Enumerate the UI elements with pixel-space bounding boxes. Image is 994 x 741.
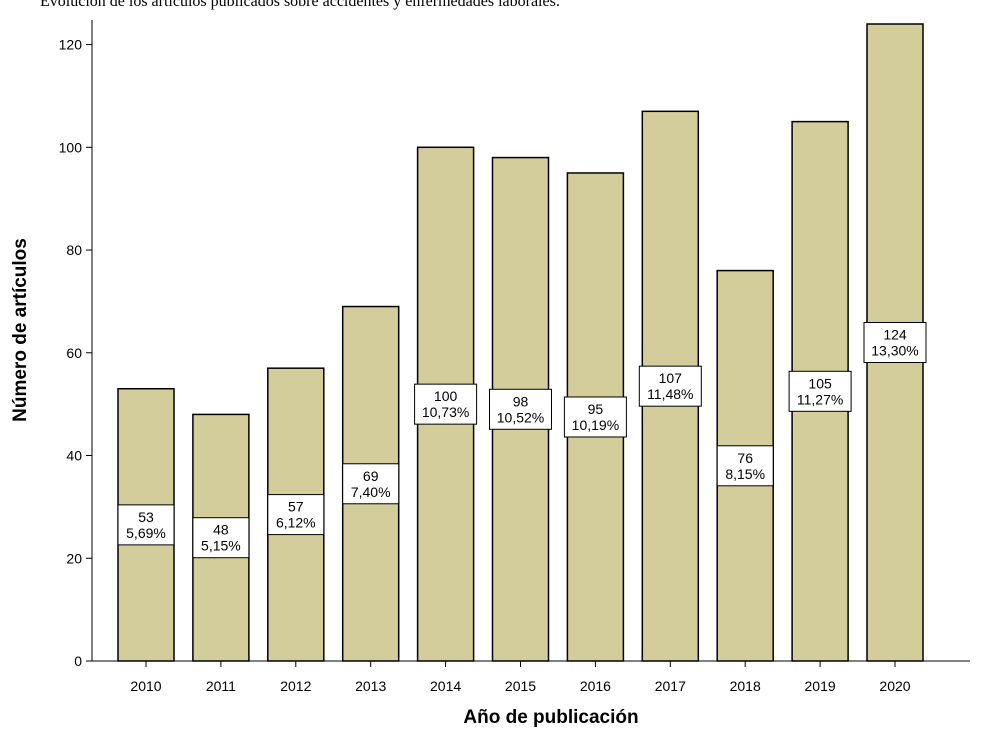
data-label: 697,40% (342, 463, 400, 505)
data-label-percent: 10,19% (572, 417, 619, 433)
x-axis-title: Año de publicación (463, 707, 638, 728)
data-label-count: 48 (213, 522, 229, 538)
data-label-count: 124 (883, 327, 907, 343)
x-ticks: 2010 2011 2012 2013 2014 2015 2016 2017 2018 2019… (130, 661, 911, 694)
data-label: 576,12% (267, 494, 325, 536)
y-tick-label: 100 (59, 139, 83, 155)
data-label-box (414, 383, 478, 425)
y-tick-label: 120 (59, 37, 83, 53)
data-label-box (489, 388, 552, 430)
data-label-count: 76 (737, 450, 753, 466)
data-label-box (638, 365, 702, 407)
data-label-count: 105 (808, 375, 832, 391)
data-label-count: 98 (513, 393, 529, 409)
data-label-box (342, 463, 400, 505)
x-tick-label: 2019 (805, 678, 836, 694)
data-label-count: 107 (659, 370, 683, 386)
y-tick-label: 80 (66, 242, 82, 258)
data-label-box (117, 504, 175, 546)
y-ticks: 0 20 40 60 80 100 120 (59, 37, 92, 669)
data-label-percent: 13,30% (871, 343, 918, 359)
x-tick-label: 2015 (505, 678, 536, 694)
data-label-count: 53 (138, 509, 154, 525)
data-label-box (788, 370, 852, 412)
data-label-box (192, 517, 250, 559)
x-tick-label: 2013 (355, 678, 386, 694)
bars (117, 23, 924, 662)
x-tick-label: 2020 (879, 678, 910, 694)
y-tick-label: 0 (74, 653, 82, 669)
chart-caption: Evolución de los artículos publicados so… (40, 0, 560, 10)
data-label-percent: 11,48% (647, 386, 693, 402)
data-label-count: 95 (588, 401, 604, 417)
data-label-percent: 5,69% (126, 525, 166, 541)
x-tick-label: 2018 (730, 678, 761, 694)
y-axis-title: Número de artículos (10, 238, 31, 422)
x-tick-label: 2011 (206, 678, 236, 694)
data-label-percent: 10,73% (422, 404, 469, 420)
data-label-percent: 6,12% (276, 515, 316, 531)
data-label-box (863, 322, 927, 363)
data-label-box (563, 396, 627, 438)
y-tick-label: 40 (66, 448, 82, 464)
data-label-percent: 7,40% (351, 484, 391, 500)
data-label-percent: 5,15% (201, 538, 241, 554)
data-labels: 535,69% 485,15%576,12%697,40%10010,73%981… (117, 322, 927, 559)
x-tick-label: 2012 (280, 678, 311, 694)
y-tick-label: 60 (66, 345, 82, 361)
data-label-percent: 10,52% (497, 409, 544, 425)
data-label: 485,15% (192, 517, 250, 559)
data-label-count: 100 (434, 388, 458, 404)
data-label-percent: 11,27% (797, 391, 843, 407)
x-tick-label: 2016 (580, 678, 611, 694)
x-tick-label: 2014 (430, 678, 461, 694)
data-label-box (267, 494, 325, 536)
data-label-percent: 8,15% (725, 466, 765, 482)
data-label: 535,69% (117, 504, 175, 546)
data-label-count: 57 (288, 499, 304, 515)
data-label-count: 69 (363, 468, 379, 484)
data-label-box (716, 445, 774, 487)
x-tick-label: 2017 (655, 678, 686, 694)
y-tick-label: 20 (66, 550, 82, 566)
data-label: 768,15% (716, 445, 774, 487)
x-tick-label: 2010 (130, 678, 161, 694)
